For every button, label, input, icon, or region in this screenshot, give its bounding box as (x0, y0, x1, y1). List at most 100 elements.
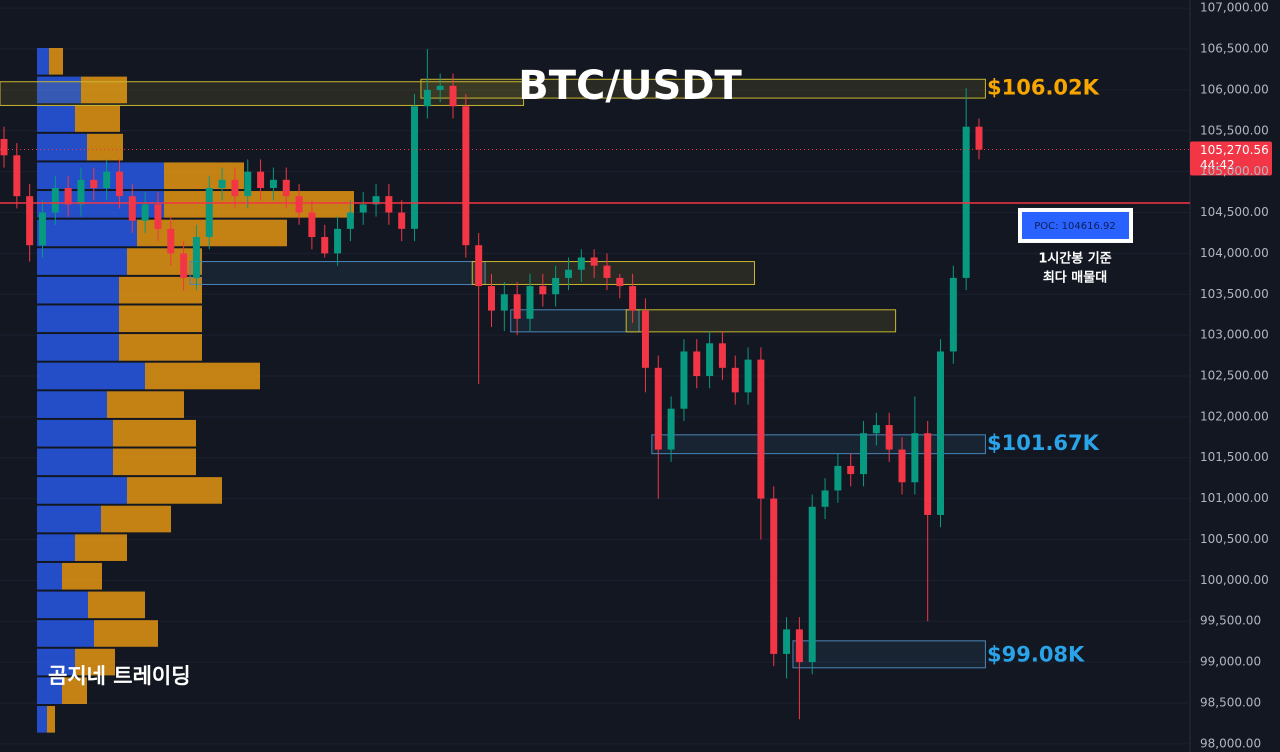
profile-sell (75, 648, 115, 676)
profile-sell (119, 276, 202, 304)
candle-body (885, 425, 893, 450)
candle-body (641, 310, 649, 368)
candle-body (0, 138, 8, 156)
profile-buy (37, 562, 62, 590)
zone (0, 81, 525, 106)
y-tick-label: 106,500.00 (1200, 42, 1269, 56)
candle-body (269, 179, 277, 188)
y-tick-label: 99,500.00 (1200, 614, 1261, 628)
last-price-tag (1190, 141, 1272, 176)
candle-body (411, 106, 419, 229)
candle-body (500, 294, 508, 311)
profile-buy (37, 105, 75, 132)
candle-body (385, 196, 393, 213)
y-tick-label: 107,000.00 (1200, 1, 1269, 15)
y-tick-label: 106,000.00 (1200, 82, 1269, 96)
profile-sell (87, 133, 123, 161)
candle-body (488, 286, 495, 311)
chart-title: BTC/USDT (518, 63, 742, 109)
candle-body (924, 433, 932, 515)
y-tick-label: 101,000.00 (1200, 491, 1269, 505)
profile-sell (145, 362, 260, 390)
candle-body (731, 367, 739, 393)
candle-body (38, 212, 46, 246)
candle-body (680, 351, 688, 409)
candle-body (295, 196, 303, 213)
profile-sell (49, 48, 63, 75)
candle-body (218, 179, 226, 188)
candle-body (693, 351, 701, 376)
candles (0, 49, 983, 720)
candle-body (26, 196, 34, 246)
candle-body (770, 498, 778, 654)
profile-buy (37, 391, 107, 418)
candle-body (141, 204, 149, 221)
profile-sell (107, 391, 184, 418)
y-tick-label: 100,000.00 (1200, 573, 1269, 587)
candle-body (231, 179, 239, 197)
watermark: 곰지네 트레이딩 (48, 664, 191, 688)
profile-buy (37, 305, 119, 333)
profile-buy (37, 448, 113, 476)
level-label: $99.08K (987, 643, 1085, 667)
candle-body (167, 228, 175, 254)
candle-body (654, 367, 662, 450)
candle-body (13, 155, 21, 197)
profile-sell (75, 105, 120, 132)
candle-body (359, 204, 367, 213)
candle-body (282, 179, 290, 197)
profile-buy (37, 334, 119, 361)
zone (420, 78, 986, 99)
profile-buy (37, 276, 119, 304)
y-tick-label: 103,000.00 (1200, 328, 1269, 342)
y-tick-label: 100,500.00 (1200, 532, 1269, 546)
candle-body (436, 85, 444, 90)
y-tick-label: 104,000.00 (1200, 246, 1269, 260)
profile-sell (75, 534, 127, 561)
candle-body (334, 228, 342, 254)
candle-body (449, 85, 457, 107)
profile-sell (113, 419, 196, 447)
profile-sell (119, 305, 202, 333)
candle-body (795, 629, 803, 663)
profile-buy (37, 248, 127, 275)
level-label: $101.67K (987, 431, 1100, 455)
y-tick-label: 101,500.00 (1200, 450, 1269, 464)
candle-body (192, 237, 200, 278)
profile-buy (37, 591, 88, 619)
candle-body (911, 433, 919, 483)
poc-label: POC: 104616.92 (1034, 221, 1116, 232)
candle-body (860, 433, 868, 475)
candle-body (513, 294, 521, 319)
candle-body (718, 343, 726, 368)
profile-sell (88, 591, 145, 619)
profile-buy (37, 419, 113, 447)
profile-sell (127, 248, 202, 275)
candle-body (103, 171, 111, 188)
candle-body (872, 425, 880, 434)
profile-sell (164, 191, 354, 218)
candle-body (154, 204, 162, 229)
profile-buy (37, 133, 87, 161)
y-tick-label: 104,500.00 (1200, 205, 1269, 219)
level-label: $106.02K (987, 75, 1100, 99)
y-tick-label: 102,500.00 (1200, 369, 1269, 383)
candle-body (539, 286, 547, 295)
profile-buy (37, 219, 137, 247)
candle-body (423, 89, 431, 107)
profile-buy (37, 534, 75, 561)
profile-buy (37, 48, 49, 75)
candle-body (847, 465, 855, 475)
last-price-label: 105,270.56 (1200, 143, 1269, 157)
profile-buy (37, 706, 47, 733)
candle-body (526, 286, 534, 319)
candle-body (321, 237, 329, 254)
candle-body (90, 179, 98, 188)
candle-body (577, 257, 585, 270)
profile-buy (37, 477, 127, 504)
profile-buy (37, 76, 81, 104)
profile-sell (101, 505, 171, 533)
profile-sell (119, 334, 202, 361)
